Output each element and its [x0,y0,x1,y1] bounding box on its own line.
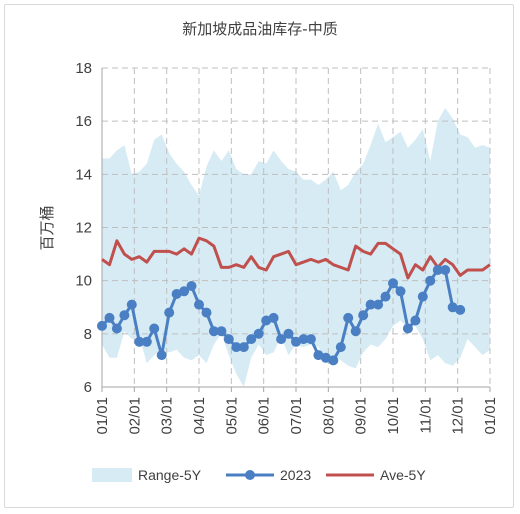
series-2023-point [283,328,294,339]
y-tick-label: 16 [75,113,92,130]
x-tick-label: 03/01 [159,397,176,435]
x-tick-label: 08/01 [320,397,337,435]
series-2023-point [171,289,182,299]
series-2023-point [343,312,354,323]
series-2023-point [201,307,212,318]
series-2023-point [238,342,249,353]
series-2023-point [149,323,160,334]
y-tick-label: 12 [75,220,92,237]
legend-label-range-5y: Range-5Y [138,467,202,483]
series-2023-point [268,312,279,323]
series-2023-point [402,323,413,334]
series-2023-point [97,320,107,331]
y-tick-label: 8 [84,326,92,343]
series-2023-point [253,328,264,339]
x-tick-label: 07/01 [288,397,305,435]
ave-5y-line [101,236,491,280]
series-2023-point [350,326,361,337]
range-5y-band [102,107,490,388]
series-2023-point [298,334,309,345]
x-tick-label: 01/01 [482,397,499,435]
y-tick-label: 10 [75,273,92,290]
x-tick-label: 09/01 [353,397,370,435]
axes [101,68,491,392]
series-2023-point [380,291,391,302]
series-2023-point [208,326,219,337]
series-2023-point [119,310,130,321]
y-tick-label: 14 [75,166,92,183]
series-2023-point [164,307,175,318]
x-tick-label: 06/01 [256,397,273,435]
series-2023-point [216,326,227,337]
series-2023-point [111,323,122,334]
y-tick-label: 18 [75,60,92,77]
chart-title: 新加坡成品油库存-中质 [182,20,337,38]
legend: Range-5Y 2023 Ave-5Y [92,467,426,483]
series-2023-point [417,291,428,302]
gridlines [102,67,491,387]
series-2023-point [320,352,331,363]
series-lines [97,236,491,366]
series-2023-point [365,299,376,310]
series-2023-point [194,299,204,310]
series-2023-point [291,336,301,347]
legend-label-2023: 2023 [280,467,311,483]
legend-marker-2023 [245,470,255,480]
series-2023-point [104,312,115,323]
series-2023-point [156,350,167,361]
series-2023-point [134,336,145,347]
x-tick-label: 12/01 [450,397,467,435]
series-2023-point [305,334,316,345]
x-tick-label: 11/01 [417,397,434,433]
series-2023-point [388,278,398,289]
series-2023-point [179,286,190,297]
legend-label-ave-5y: Ave-5Y [380,467,426,483]
series-2023-point [126,299,137,310]
series-2023-point [358,310,369,321]
series-2023-point [432,265,443,275]
series-2023-point [276,334,287,345]
y-axis-label: 百万桶 [38,205,56,250]
tick-labels: 6 8 10 12 14 16 18 01/01 02/01 03/01 04/01 05/01 06/… [75,60,499,435]
series-2023-point [410,315,421,326]
series-2023-point [186,281,197,291]
x-tick-label: 10/01 [385,397,402,435]
legend-swatch-range-5y [92,468,132,482]
series-2023-point [328,355,339,366]
series-2023-point [447,302,458,313]
chart-frame [4,4,514,508]
x-tick-label: 01/01 [94,397,111,435]
series-2023-point [246,334,257,345]
series-2023-point [373,299,384,310]
series-2023-point [223,334,234,345]
y-tick-label: 6 [84,379,92,396]
range-5y-band-layer [102,107,490,388]
x-tick-label: 02/01 [126,397,143,435]
series-2023-point [141,336,152,347]
x-tick-label: 05/01 [223,397,240,435]
series-2023-point [440,265,451,275]
series-2023-point [231,342,242,353]
series-2023-point [425,275,436,286]
series-2023-point [395,286,406,297]
series-2023-point [455,304,466,315]
series-2023-point [335,342,346,353]
x-tick-label: 04/01 [191,397,208,435]
